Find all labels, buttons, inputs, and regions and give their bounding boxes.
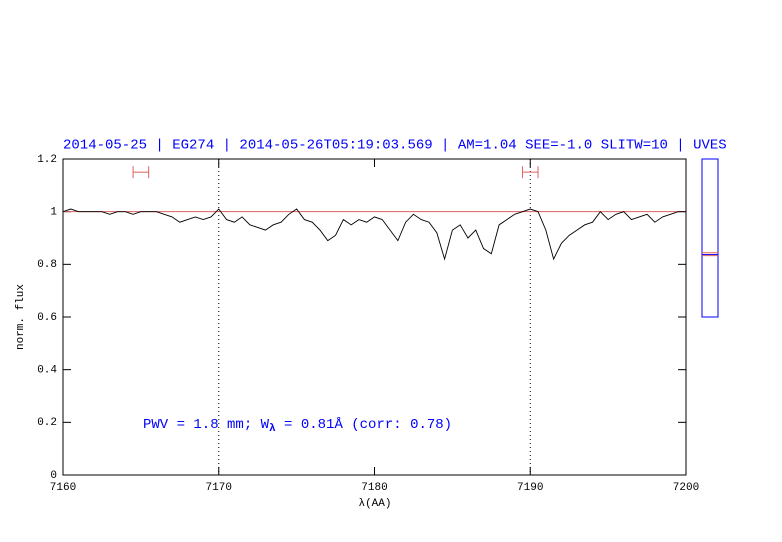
x-tick-label: 7170 [206,482,232,494]
annotation: PWV = 1.8 mm; Wλ = 0.81Å (corr: 0.78) [143,416,452,435]
chart-title: 2014-05-25 | EG274 | 2014-05-26T05:19:03… [63,138,727,154]
x-tick-label: 7200 [673,482,699,494]
y-tick-label: 0.4 [37,365,57,377]
side-panel [701,158,719,318]
annotation-text: = 0.81Å (corr: 0.78) [276,416,452,433]
y-tick-label: 1 [50,207,57,219]
x-tick-label: 7190 [517,482,543,494]
y-tick-label: 0.6 [37,312,57,324]
annotation-subscript: λ [269,423,276,435]
annotation-text: PWV = 1.8 mm; W [143,417,270,433]
y-tick-label: 0.2 [37,417,57,429]
y-tick-label: 0.8 [37,259,57,271]
y-tick-label: 0 [50,470,57,482]
x-axis-label: λ(AA) [358,498,391,510]
x-tick-label: 7180 [361,482,387,494]
x-tick-label: 7160 [50,482,76,494]
y-tick-label: 1.2 [37,154,57,166]
spectrum-line [62,208,686,261]
y-axis-label: norm. flux [15,284,27,350]
